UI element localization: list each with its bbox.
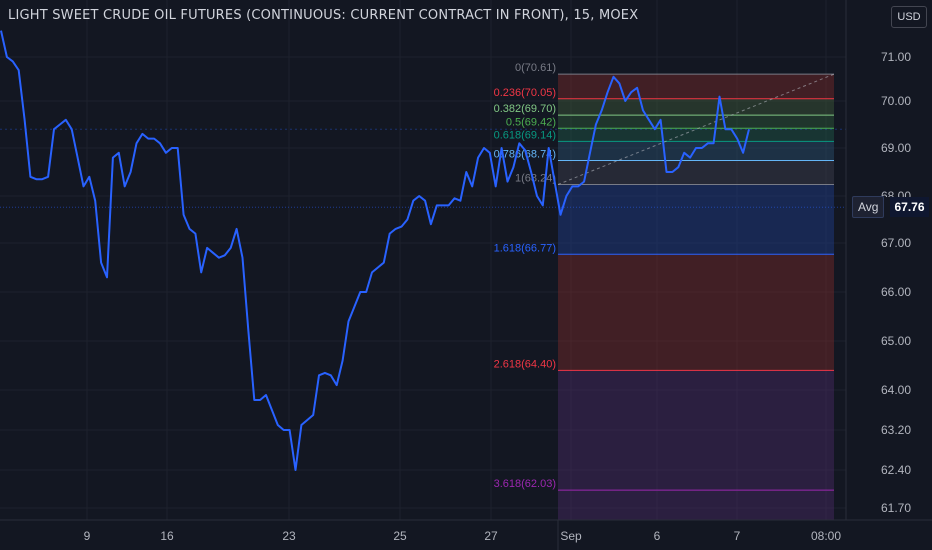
fib-zone-extension	[558, 490, 834, 520]
time-axis-tick-label: 9	[84, 529, 91, 543]
avg-price-tag: Avg 67.76	[852, 196, 929, 218]
price-axis-tick-label: 66.00	[881, 285, 911, 299]
fib-level-label-5: 0.786(68.74)	[494, 148, 556, 160]
currency-selector-button[interactable]: USD	[891, 6, 927, 28]
fib-level-label-6: 1(68.24)	[515, 172, 556, 184]
fib-level-label-8: 2.618(64.40)	[494, 358, 556, 370]
avg-value: 67.76	[890, 197, 929, 217]
time-axis-tick-label: 25	[393, 529, 407, 543]
price-axis-tick-label: 62.40	[881, 463, 911, 477]
fib-zone-8	[558, 370, 834, 491]
fib-zone-5	[558, 160, 834, 185]
fib-level-label-3: 0.5(69.42)	[506, 116, 556, 128]
chart-title: LIGHT SWEET CRUDE OIL FUTURES (CONTINUOU…	[8, 8, 639, 23]
fib-zone-0	[558, 74, 834, 99]
fib-zone-6	[558, 184, 834, 255]
price-axis-tick-label: 63.20	[881, 423, 911, 437]
fib-zone-1	[558, 98, 834, 116]
time-axis-tick-label: 27	[484, 529, 498, 543]
fib-trend-line	[557, 73, 835, 185]
fib-level-label-0: 0(70.61)	[515, 62, 556, 74]
fib-level-label-9: 3.618(62.03)	[494, 478, 556, 490]
price-axis-tick-label: 70.00	[881, 94, 911, 108]
price-axis-tick-label: 71.00	[881, 50, 911, 64]
time-axis-tick-label: Sep	[560, 529, 582, 543]
price-axis-tick-label: 65.00	[881, 334, 911, 348]
fib-zone-3	[558, 128, 834, 142]
time-axis-tick-label: 6	[654, 529, 661, 543]
fib-zone-7	[558, 254, 834, 371]
fib-level-label-4: 0.618(69.14)	[494, 129, 556, 141]
fib-zone-4	[558, 141, 834, 161]
time-axis-tick-label: 16	[160, 529, 174, 543]
price-axis-tick-label: 69.00	[881, 141, 911, 155]
price-series-line	[0, 30, 750, 471]
fib-level-label-7: 1.618(66.77)	[494, 242, 556, 254]
time-axis-tick-label: 08:00	[811, 529, 841, 543]
price-axis-background[interactable]	[846, 0, 932, 550]
price-axis-tick-label: 67.00	[881, 236, 911, 250]
avg-label: Avg	[852, 196, 885, 218]
price-axis-tick-label: 61.70	[881, 501, 911, 515]
time-axis-tick-label: 7	[734, 529, 741, 543]
fib-zone-2	[558, 115, 834, 129]
fib-level-label-2: 0.382(69.70)	[494, 103, 556, 115]
time-axis-tick-label: 23	[282, 529, 296, 543]
fib-level-label-1: 0.236(70.05)	[494, 87, 556, 99]
time-axis-background[interactable]	[0, 520, 932, 550]
price-axis-tick-label: 64.00	[881, 383, 911, 397]
